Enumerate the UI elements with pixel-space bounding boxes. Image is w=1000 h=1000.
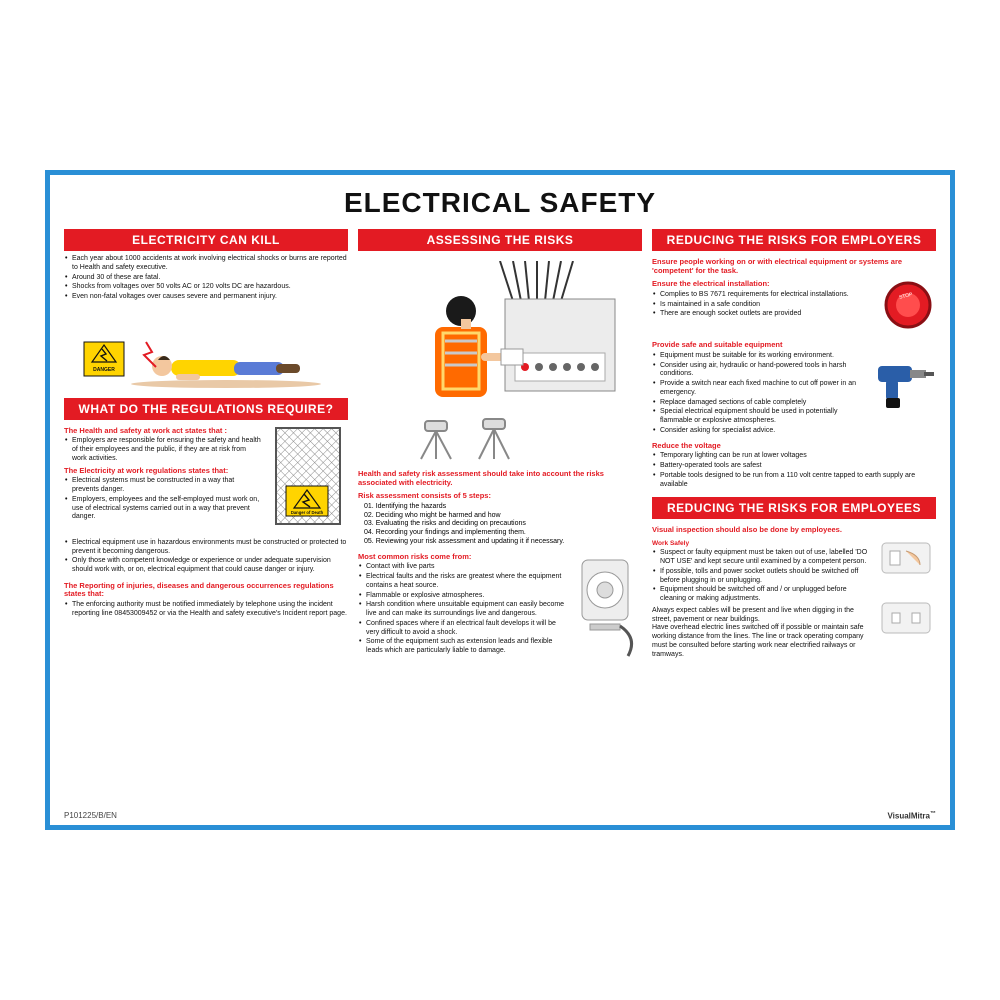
regs-b2b: Electrical equipment use in hazardous en…: [64, 539, 348, 576]
column-1: ELECTRICITY CAN KILL Each year about 100…: [64, 229, 348, 799]
emp-item: Equipment must be suitable for its worki…: [652, 352, 866, 361]
risk-item: Electrical faults and the risks are grea…: [358, 573, 566, 591]
regs-item: Electrical equipment use in hazardous en…: [64, 539, 348, 557]
employee-item: If possible, tolls and power socket outl…: [652, 568, 870, 586]
sec-header-emp: REDUCING THE RISKS FOR EMPLOYERS: [652, 229, 936, 251]
emp-item: Consider using air, hydraulic or hand-po…: [652, 362, 866, 380]
emp-item: Special electrical equipment should be u…: [652, 408, 866, 426]
fence-warn: Danger of Death: [291, 510, 324, 515]
extension-lead-illustration: [572, 550, 642, 665]
kill-bullet: Around 30 of these are fatal.: [64, 274, 348, 283]
regs-b3: The enforcing authority must be notified…: [64, 601, 348, 620]
poster-footer: P101225/B/EN VisualMitra™: [64, 811, 936, 821]
emp-sub2: Provide safe and suitable equipment: [652, 341, 936, 350]
emp-b3: Temporary lighting can be run at lower v…: [652, 452, 936, 490]
risk-item: Harsh condition where unsuitable equipme…: [358, 601, 566, 619]
risk-item: Confined spaces where if an electrical f…: [358, 620, 566, 638]
risk-item: Flammable or explosive atmospheres.: [358, 592, 566, 601]
emp-sub3: Reduce the voltage: [652, 442, 936, 451]
regs-item: Only those with competent knowledge or e…: [64, 557, 348, 575]
brand-label: VisualMitra™: [887, 811, 936, 821]
emp-b2: Equipment must be suitable for its worki…: [652, 352, 866, 436]
employee-sub1: Visual inspection should also be done by…: [652, 526, 936, 535]
poster-columns: ELECTRICITY CAN KILL Each year about 100…: [64, 229, 936, 799]
emp-item: Temporary lighting can be run at lower v…: [652, 452, 936, 461]
kill-bullet: Shocks from voltages over 50 volts AC or…: [64, 283, 348, 292]
kill-bullet: Even non-fatal voltages over causes seve…: [64, 293, 348, 302]
sec-header-kill: ELECTRICITY CAN KILL: [64, 229, 348, 251]
employee-item: Equipment should be switched off and / o…: [652, 586, 870, 604]
stop-button-illustration: STOP: [880, 277, 936, 338]
step: 02. Deciding who might be harmed and how: [364, 512, 642, 521]
emp-item: Portable tools designed to be run from a…: [652, 472, 936, 490]
emp-item: Provide a switch near each fixed machine…: [652, 380, 866, 398]
column-3: REDUCING THE RISKS FOR EMPLOYERS Ensure …: [652, 229, 936, 799]
risks-head: Most common risks come from:: [358, 553, 566, 562]
regs-b1: Employers are responsible for ensuring t…: [64, 437, 262, 463]
emp-item: Is maintained in a safe condition: [652, 301, 874, 310]
step: 03. Evaluating the risks and deciding on…: [364, 520, 642, 529]
sec-header-assess: ASSESSING THE RISKS: [358, 229, 642, 251]
regs-item: Electrical systems must be constructed i…: [64, 477, 262, 495]
worker-panel-illustration: [358, 261, 642, 461]
risks-list: Contact with live parts Electrical fault…: [358, 563, 566, 656]
emp-item: Replace damaged sections of cable comple…: [652, 399, 866, 408]
regs-item: The enforcing authority must be notified…: [64, 601, 348, 619]
employee-sub2: Work Safely: [652, 540, 870, 547]
emp-sub1: Ensure people working on or with electri…: [652, 258, 936, 275]
kill-bullet: Each year about 1000 accidents at work i…: [64, 255, 348, 273]
sec-header-employee: REDUCING THE RISKS FOR EMPLOYEES: [652, 497, 936, 519]
drill-illustration: [872, 352, 936, 439]
step: 04. Recording your findings and implemen…: [364, 529, 642, 538]
emp-item: Battery-operated tools are safest: [652, 462, 936, 471]
socket-illustration: [876, 537, 936, 659]
safety-poster: ELECTRICAL SAFETY ELECTRICITY CAN KILL E…: [45, 170, 955, 830]
column-2: ASSESSING THE RISKS: [358, 229, 642, 799]
emp-item: Consider asking for specialist advice.: [652, 427, 866, 436]
step: 05. Reviewing your risk assessment and u…: [364, 538, 642, 547]
employee-b1: Suspect or faulty equipment must be take…: [652, 549, 870, 604]
fallen-person-illustration: DANGER: [64, 312, 348, 392]
emp-b1: Complies to BS 7671 requirements for ele…: [652, 291, 874, 319]
regs-sub2: The Electricity at work regulations stat…: [64, 467, 262, 476]
regs-row: The Health and safety at work act states…: [64, 424, 348, 539]
poster-code: P101225/B/EN: [64, 811, 117, 821]
emp-item: There are enough socket outlets are prov…: [652, 310, 874, 319]
kill-bullets: Each year about 1000 accidents at work i…: [64, 255, 348, 303]
danger-label: DANGER: [93, 367, 115, 373]
regs-item: Employers, employees and the self-employ…: [64, 496, 262, 522]
step: 01. Identifying the hazards: [364, 503, 642, 512]
regs-sub3: The Reporting of injuries, diseases and …: [64, 582, 348, 599]
regs-item: Employers are responsible for ensuring t…: [64, 437, 262, 463]
assess-intro: Health and safety risk assessment should…: [358, 470, 642, 487]
risk-item: Contact with live parts: [358, 563, 566, 572]
regs-b2: Electrical systems must be constructed i…: [64, 477, 262, 522]
employee-tail: Always expect cables will be present and…: [652, 607, 870, 660]
steps-head: Risk assessment consists of 5 steps:: [358, 492, 642, 501]
poster-title: ELECTRICAL SAFETY: [64, 187, 936, 219]
risk-item: Some of the equipment such as extension …: [358, 638, 566, 656]
emp-sub1b: Ensure the electrical installation:: [652, 280, 874, 289]
emp-item: Complies to BS 7671 requirements for ele…: [652, 291, 874, 300]
sec-header-regs: WHAT DO THE REGULATIONS REQUIRE?: [64, 398, 348, 420]
regs-sub1: The Health and safety at work act states…: [64, 427, 262, 436]
fence-illustration: Danger of Death: [268, 424, 348, 539]
employee-item: Suspect or faulty equipment must be take…: [652, 549, 870, 567]
assess-steps: 01. Identifying the hazards 02. Deciding…: [358, 503, 642, 547]
